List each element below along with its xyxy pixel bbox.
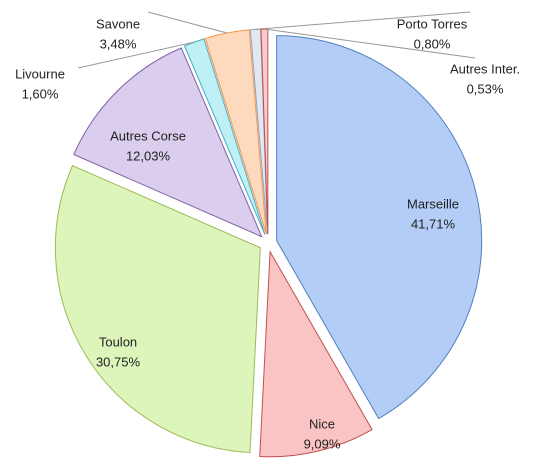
slice-label: Autres Corse [110, 128, 186, 143]
pie-slice [276, 35, 483, 420]
slice-label: Nice [309, 416, 335, 431]
slice-value-label: 0,53% [467, 81, 504, 96]
slice-value-label: 0,80% [414, 36, 451, 51]
slice-label: Savone [96, 16, 140, 31]
leader-line [147, 11, 228, 34]
slice-label: Toulon [99, 334, 137, 349]
slice-value-label: 41,71% [411, 216, 456, 231]
leader-line [255, 11, 471, 30]
slice-value-label: 30,75% [96, 354, 141, 369]
leader-line [264, 28, 476, 59]
slice-value-label: 9,09% [304, 436, 341, 451]
pie-slice [54, 164, 261, 453]
pie-slice [73, 47, 263, 238]
pie-slice [259, 250, 373, 458]
slice-value-label: 1,60% [22, 86, 59, 101]
slice-label: Livourne [15, 66, 65, 81]
slice-label: Porto Torres [397, 16, 468, 31]
slice-label: Marseille [407, 196, 459, 211]
slice-value-label: 12,03% [126, 148, 171, 163]
slice-value-label: 3,48% [100, 36, 137, 51]
pie-slice [204, 29, 267, 235]
slice-label: Autres Inter. [450, 61, 520, 76]
leader-line [77, 41, 195, 69]
